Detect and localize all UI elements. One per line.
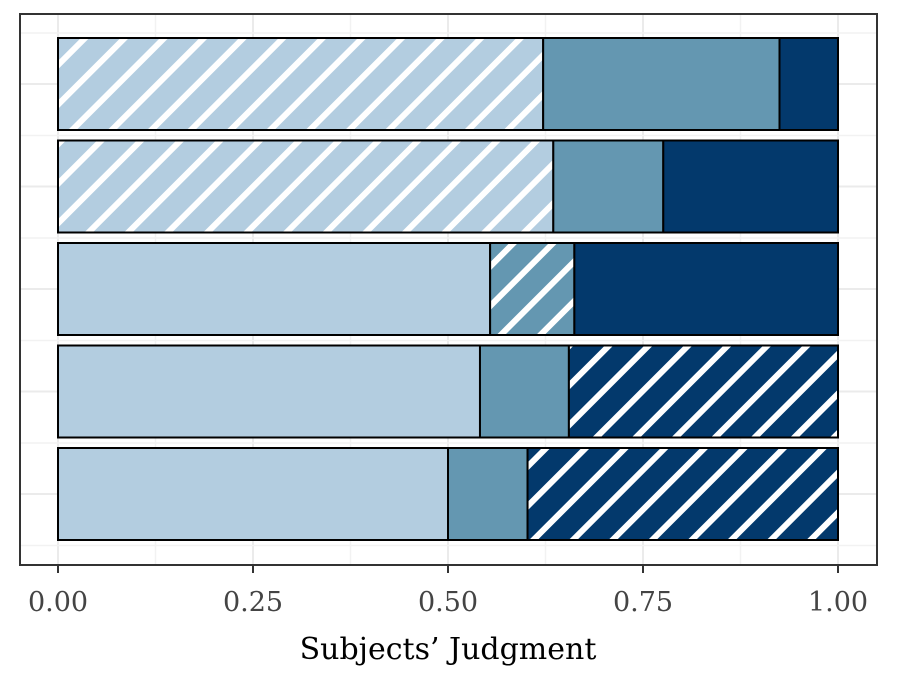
hatch-overlay [58,140,554,233]
hatch-overlay [58,38,544,130]
x-tick-label: 0.00 [28,587,88,618]
x-axis: 0.00 0.25 0.50 0.75 1.00 [28,565,868,618]
bar-segment [573,242,839,336]
bar-segment [542,37,781,131]
bar-segment [662,139,840,234]
hatch-overlay [527,448,838,540]
bar-segment [57,242,492,336]
bar-segment [478,344,570,439]
bar-segment [57,37,545,131]
x-tick-label: 0.25 [223,587,283,618]
hatch-overlay [568,345,838,438]
bar-segment [57,344,481,439]
x-tick-label: 1.00 [808,587,868,618]
bars [57,37,840,541]
bar-segment [489,242,576,336]
bar-segment [778,37,839,131]
x-tick-label: 0.75 [613,587,673,618]
bar-segment [552,139,665,234]
bar-segment [567,344,840,439]
bar-segment [57,447,449,541]
bar-segment [526,447,839,541]
bar-segment [447,447,529,541]
bar-segment [57,139,555,234]
hatch-overlay [490,243,575,335]
x-tick-label: 0.50 [418,587,478,618]
x-axis-label: Subjects’ Judgment [300,632,597,667]
